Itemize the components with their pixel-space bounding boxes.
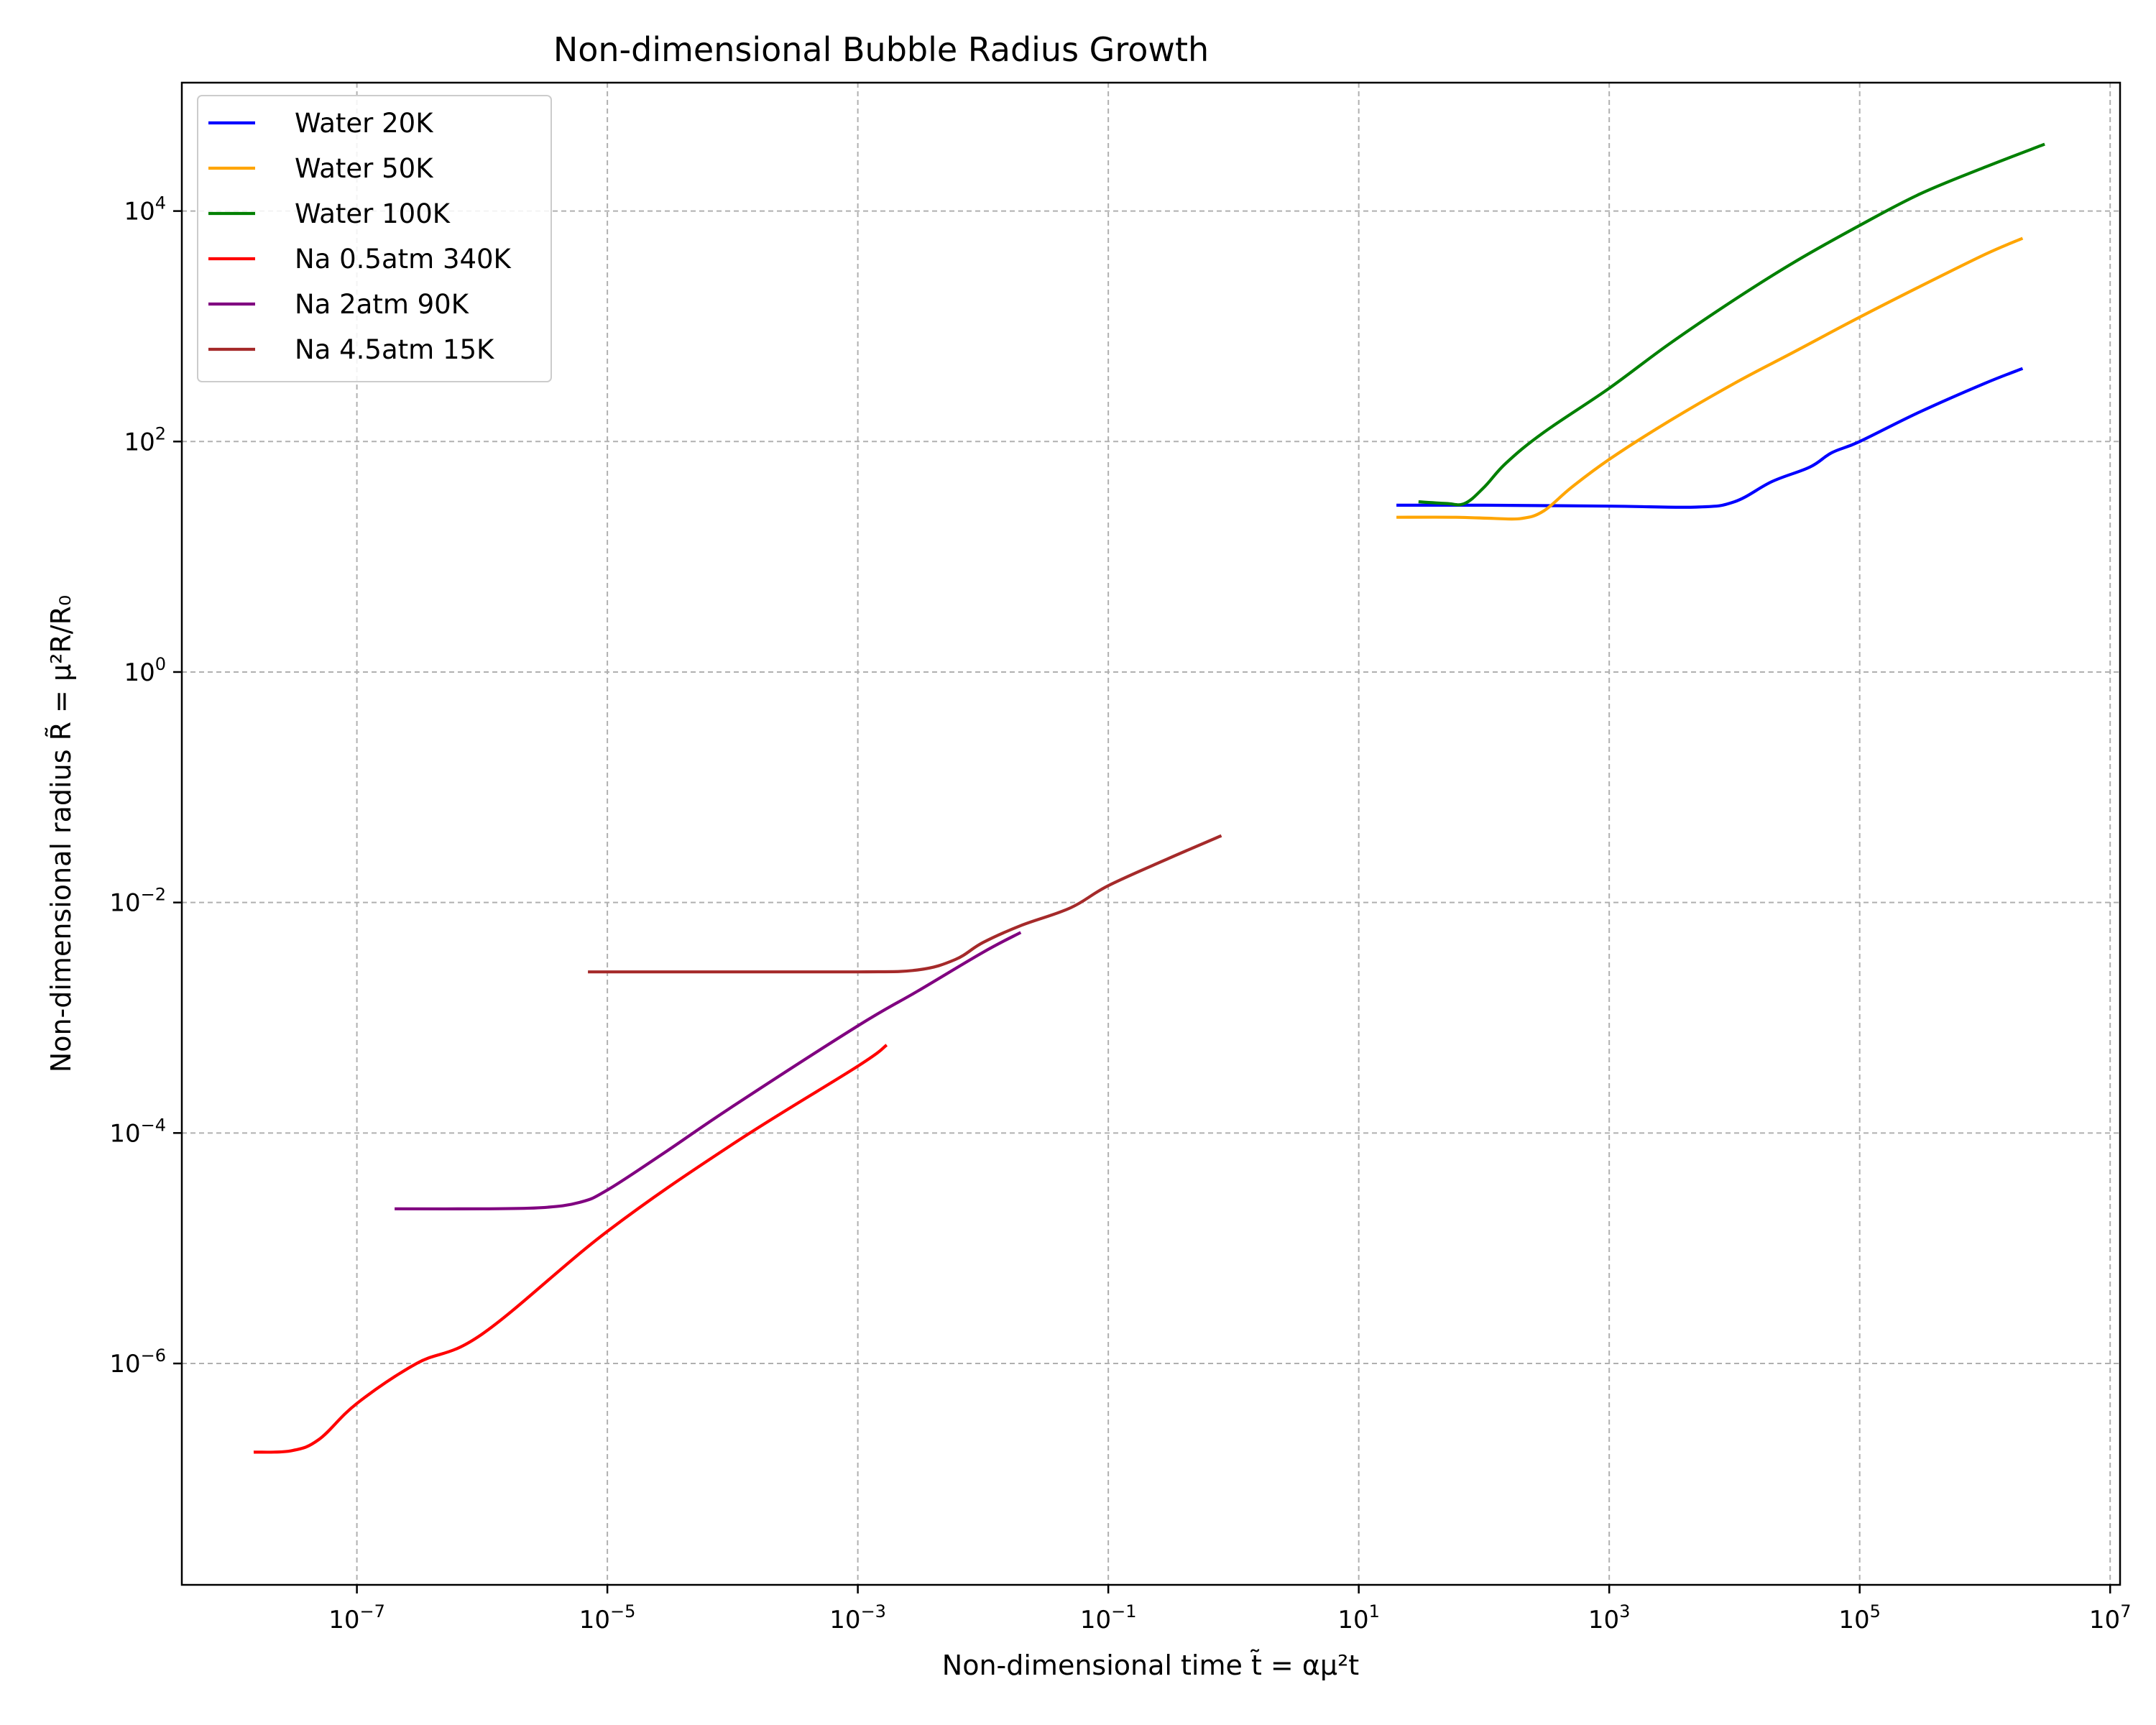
x-tick-label: 101 — [1337, 1601, 1380, 1634]
y-tick-label: 10−4 — [109, 1115, 166, 1148]
legend-label: Na 4.5atm 15K — [295, 334, 495, 365]
series-line-6 — [588, 834, 1222, 974]
x-tick-label: 10−3 — [829, 1601, 886, 1634]
y-tick-label: 10−6 — [109, 1346, 166, 1379]
legend-label: Na 2atm 90K — [295, 289, 470, 320]
series-line-4 — [253, 1044, 888, 1454]
y-tick-label: 102 — [124, 423, 166, 456]
legend-label: Water 20K — [295, 108, 434, 139]
legend-label: Water 50K — [295, 153, 434, 184]
legend-label: Na 0.5atm 340K — [295, 244, 512, 275]
x-axis-label: Non-dimensional time t̃ = αμ²t — [942, 1650, 1359, 1681]
legend-box — [197, 95, 552, 382]
y-axis-label: Non-dimensional radius R̃ = μ²R/R₀ — [45, 595, 77, 1072]
x-tick-label: 107 — [2089, 1601, 2132, 1634]
y-tick-label: 104 — [124, 193, 166, 226]
series-line-1 — [1396, 367, 2024, 509]
grid — [182, 83, 2120, 1585]
y-tick-label: 10−2 — [109, 885, 166, 918]
legend: Water 20K Water 50K Water 100K Na 0.5atm 34… — [197, 95, 552, 382]
x-tick-label: 10−5 — [579, 1601, 636, 1634]
x-tick-label: 10−1 — [1080, 1601, 1137, 1634]
series-line-2 — [1396, 236, 2024, 521]
chart-title: Non-dimensional Bubble Radius Growth — [553, 30, 1209, 69]
series-line-3 — [1418, 142, 2045, 507]
x-tick-label: 10−7 — [328, 1601, 385, 1634]
y-tick-label: 100 — [124, 654, 166, 687]
x-tick-label: 103 — [1588, 1601, 1631, 1634]
legend-label: Water 100K — [295, 198, 451, 229]
series-lines — [253, 142, 2045, 1454]
axis-ticks: 10−7 10−5 10−3 10−1 101 103 105 107 10−6 10−4 10−2… — [109, 193, 2131, 1634]
plot-area-frame — [180, 81, 2122, 1586]
series-line-5 — [395, 931, 1022, 1211]
x-tick-label: 105 — [1838, 1601, 1881, 1634]
